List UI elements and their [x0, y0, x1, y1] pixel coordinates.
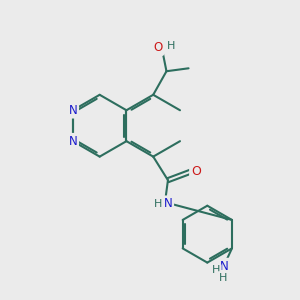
Text: H: H: [219, 273, 227, 283]
Text: H: H: [153, 199, 162, 209]
Text: O: O: [153, 41, 162, 54]
Text: H: H: [167, 40, 175, 51]
Text: N: N: [68, 104, 77, 117]
Text: N: N: [220, 260, 229, 272]
Text: N: N: [68, 135, 77, 148]
Text: H: H: [212, 266, 220, 275]
Text: O: O: [191, 165, 201, 178]
Text: N: N: [164, 197, 172, 210]
